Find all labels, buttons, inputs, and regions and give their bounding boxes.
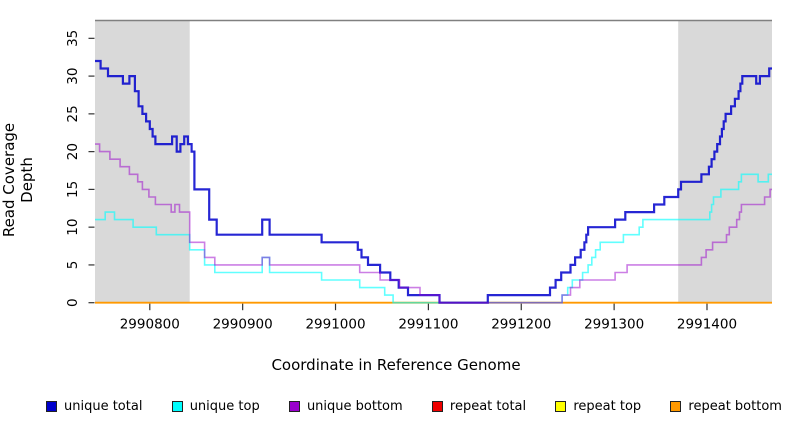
legend-swatch-repeat-total (431, 401, 443, 412)
x-axis-label: Coordinate in Reference Genome (271, 356, 521, 374)
legend-item-unique-bottom: unique bottom (288, 399, 403, 414)
series-unique-top (95, 173, 772, 304)
y-tick-label: 35 (65, 30, 81, 47)
x-tick-label: 2991300 (584, 317, 644, 333)
x-tick-label: 2991100 (398, 317, 458, 333)
x-tick-label: 2990900 (213, 317, 273, 333)
legend-label: unique total (64, 399, 143, 414)
legend-item-repeat-top: repeat top (555, 399, 641, 414)
legend-item-repeat-bottom: repeat bottom (670, 399, 782, 414)
y-axis-label: Read Coverage Depth (0, 122, 36, 238)
legend-label: repeat bottom (688, 399, 782, 414)
x-tick-label: 2991200 (491, 317, 551, 333)
legend-item-unique-total: unique total (46, 399, 142, 414)
series-unique-total (95, 59, 772, 304)
legend-swatch-unique-total (46, 401, 57, 412)
legend-label: unique bottom (306, 399, 403, 414)
legend-item-unique-top: unique top (171, 399, 260, 414)
legend: unique total unique top unique bottom repea… (46, 399, 782, 414)
x-tick-label: 2991400 (677, 317, 737, 333)
y-tick-label: 25 (65, 105, 81, 122)
x-tick-label: 2991000 (305, 317, 365, 333)
x-tick-label: 2990800 (120, 317, 180, 333)
legend-swatch-repeat-top (555, 401, 567, 412)
y-tick-label: 0 (65, 298, 81, 307)
legend-label: unique top (189, 399, 260, 414)
y-tick-label: 10 (65, 219, 81, 236)
legend-item-repeat-total: repeat total (431, 399, 527, 414)
y-tick-label: 5 (65, 261, 81, 270)
y-tick-label: 15 (65, 181, 81, 198)
legend-label: repeat total (449, 399, 527, 414)
series-unique-bottom (95, 143, 772, 304)
shaded-region (678, 20, 772, 304)
y-tick-label: 20 (65, 143, 81, 160)
y-tick-label: 30 (65, 68, 81, 85)
legend-label: repeat top (573, 399, 642, 414)
legend-swatch-repeat-bottom (670, 401, 682, 412)
legend-swatch-unique-bottom (288, 401, 300, 412)
coverage-plot: 2990800 2990900 2991000 2991100 2991200 29913… (65, 19, 772, 333)
legend-swatch-unique-top (171, 401, 183, 412)
shaded-region (95, 20, 190, 304)
